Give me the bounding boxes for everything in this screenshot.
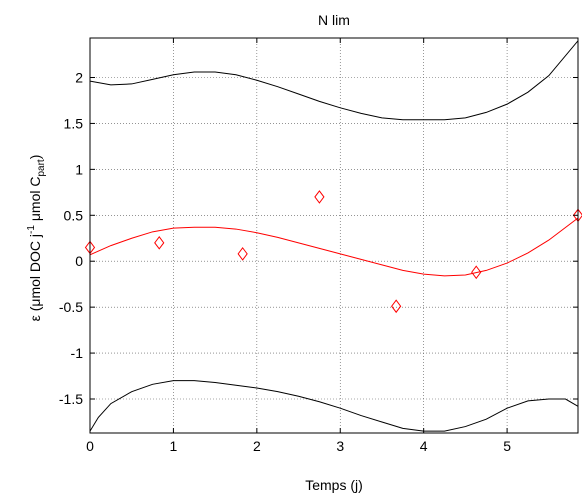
lower-bound-line — [90, 380, 578, 432]
y-tick-label: -0.5 — [59, 299, 83, 315]
y-tick-label: -1 — [71, 345, 84, 361]
grid — [89, 38, 578, 433]
y-axis-label-mid: μmol C — [27, 177, 43, 226]
upper-bound-line — [90, 40, 578, 121]
y-axis-label-sup: -1 — [26, 225, 37, 234]
x-tick-labels: 0 1 2 3 4 5 — [86, 438, 511, 454]
chart-title: N lim — [318, 12, 350, 28]
x-tick-label: 5 — [503, 438, 511, 454]
y-tick-label: -1.5 — [59, 391, 83, 407]
ticks — [89, 38, 578, 433]
data-point-marker — [314, 190, 325, 204]
x-tick-label: 0 — [86, 438, 94, 454]
fit-line — [90, 217, 578, 277]
x-axis-label: Temps (j) — [305, 477, 363, 493]
x-tick-label: 2 — [253, 438, 261, 454]
y-axis-label-prefix: ε (μmol DOC j — [27, 234, 43, 321]
y-tick-labels: -1.5 -1 -0.5 0 0.5 1 1.5 2 — [59, 70, 83, 408]
y-axis-label-sub: part — [36, 159, 47, 176]
data-point-marker — [154, 236, 165, 250]
y-axis-label: ε (μmol DOC j-1 μmol Cpart) — [26, 155, 47, 322]
data-point-marker — [391, 299, 402, 314]
plot-area — [90, 38, 578, 433]
data-point-marker — [237, 247, 248, 261]
data-point-marker — [471, 265, 482, 280]
axes-box — [89, 37, 579, 434]
y-tick-label: 0.5 — [64, 207, 84, 223]
x-tick-label: 4 — [420, 438, 428, 454]
series-group — [90, 40, 578, 432]
series-layer — [84, 40, 582, 432]
y-tick-label: 2 — [75, 70, 83, 86]
y-tick-label: 1 — [75, 161, 83, 177]
x-tick-label: 3 — [336, 438, 344, 454]
y-tick-label: 0 — [75, 253, 83, 269]
x-tick-label: 1 — [170, 438, 178, 454]
y-tick-label: 1.5 — [64, 115, 84, 131]
y-axis-label-suffix: ) — [27, 155, 43, 160]
